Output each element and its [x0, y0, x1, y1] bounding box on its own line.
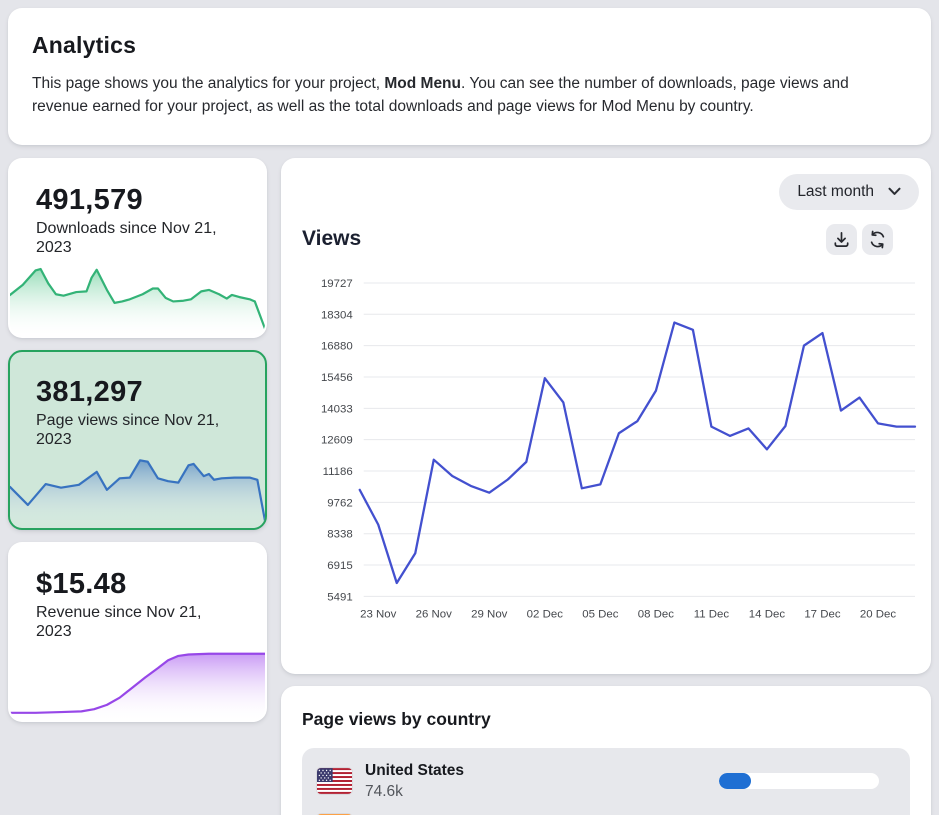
stat-card-downloads[interactable]: 491,579 Downloads since Nov 21, 2023: [8, 157, 267, 338]
svg-text:15456: 15456: [321, 372, 353, 384]
country-row-united-states: United States 74.6k: [317, 762, 895, 801]
page-views-sparkline-chart: [10, 456, 265, 528]
main-column: Last month Views: [281, 157, 931, 815]
svg-text:14033: 14033: [321, 403, 353, 415]
chart-title: Views: [302, 227, 362, 251]
country-texts: India: [365, 814, 401, 815]
country-name: India: [365, 814, 401, 815]
header-card: Analytics This page shows you the analyt…: [8, 8, 931, 145]
date-range-label: Last month: [797, 182, 874, 200]
page-description: This page shows you the analytics for yo…: [32, 75, 849, 115]
united-states-flag-icon: [317, 768, 352, 795]
svg-text:11186: 11186: [323, 466, 353, 478]
svg-text:17 Dec: 17 Dec: [804, 608, 841, 620]
revenue-sparkline-chart: [10, 648, 265, 720]
refresh-icon: [868, 230, 887, 249]
svg-text:20 Dec: 20 Dec: [860, 608, 897, 620]
refresh-chart-button[interactable]: [862, 223, 893, 255]
country-list: United States 74.6k: [302, 747, 910, 815]
svg-text:16880: 16880: [321, 340, 353, 352]
views-chart-card: Last month Views: [281, 157, 931, 674]
page-views-label: Page views since Nov 21, 2023: [36, 411, 220, 449]
content-columns: 491,579 Downloads since Nov 21, 2023 381…: [8, 157, 931, 815]
country-section-title: Page views by country: [302, 708, 491, 729]
revenue-value: $15.48: [36, 567, 127, 600]
chart-actions: [826, 223, 893, 255]
svg-text:23 Nov: 23 Nov: [360, 608, 397, 620]
chevron-down-icon: [888, 187, 901, 196]
svg-text:14 Dec: 14 Dec: [749, 608, 786, 620]
page-title: Analytics: [32, 32, 137, 58]
download-chart-button[interactable]: [826, 223, 857, 255]
downloads-value: 491,579: [36, 183, 143, 216]
svg-text:18304: 18304: [321, 309, 353, 321]
page-views-value: 381,297: [36, 375, 143, 408]
stat-card-column: 491,579 Downloads since Nov 21, 2023 381…: [8, 157, 267, 722]
date-range-dropdown[interactable]: Last month: [779, 173, 919, 210]
country-texts: United States 74.6k: [365, 762, 464, 801]
country-progress-bar: [719, 773, 879, 790]
download-icon: [832, 230, 851, 249]
svg-text:19727: 19727: [321, 278, 353, 290]
downloads-sparkline-chart: [10, 264, 265, 336]
stat-card-revenue[interactable]: $15.48 Revenue since Nov 21, 2023: [8, 541, 267, 722]
svg-text:29 Nov: 29 Nov: [471, 608, 508, 620]
svg-text:05 Dec: 05 Dec: [582, 608, 619, 620]
svg-text:6915: 6915: [327, 560, 352, 572]
svg-text:02 Dec: 02 Dec: [527, 608, 564, 620]
revenue-label: Revenue since Nov 21, 2023: [36, 603, 202, 641]
country-name: United States: [365, 761, 465, 779]
svg-text:9762: 9762: [327, 497, 352, 509]
svg-text:12609: 12609: [321, 435, 353, 447]
chart-title-row: Views: [302, 223, 919, 255]
country-page-views-count: 74.6k: [365, 782, 403, 800]
views-chart-area: 5491 6915 8338 9762 11186 12609 14033 15456 1688…: [302, 271, 919, 621]
stat-card-page-views[interactable]: 381,297 Page views since Nov 21, 2023: [8, 349, 267, 530]
project-name: Mod Menu: [384, 75, 461, 92]
views-chart-svg: 5491 6915 8338 9762 11186 12609 14033 15456 1688…: [321, 278, 917, 620]
svg-text:26 Nov: 26 Nov: [416, 608, 453, 620]
range-selector-row: Last month: [302, 173, 919, 210]
svg-text:5491: 5491: [327, 591, 352, 603]
country-views-card: Page views by country: [281, 685, 931, 815]
svg-text:11 Dec: 11 Dec: [694, 608, 730, 620]
downloads-label: Downloads since Nov 21, 2023: [36, 219, 217, 257]
svg-text:08 Dec: 08 Dec: [638, 608, 675, 620]
svg-text:8338: 8338: [327, 529, 352, 541]
